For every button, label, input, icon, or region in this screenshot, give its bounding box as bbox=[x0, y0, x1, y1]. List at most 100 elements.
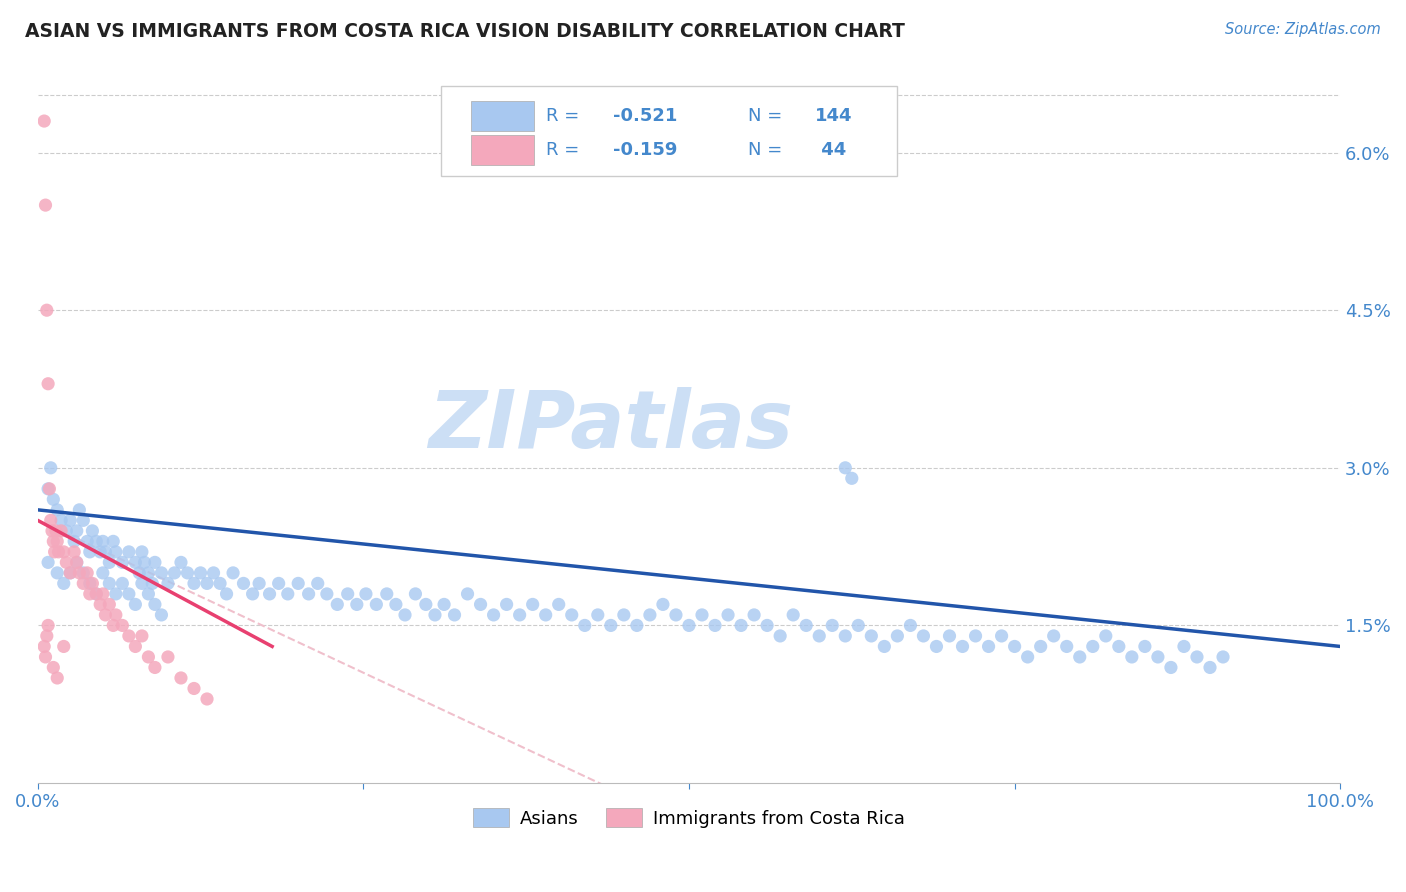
Text: ZIPatlas: ZIPatlas bbox=[429, 387, 793, 465]
Point bbox=[315, 587, 337, 601]
Point bbox=[48, 545, 70, 559]
Point bbox=[534, 607, 557, 622]
Point bbox=[32, 640, 55, 654]
Point bbox=[509, 607, 531, 622]
Point bbox=[1042, 629, 1064, 643]
Point bbox=[690, 607, 713, 622]
Point bbox=[134, 555, 156, 569]
Point bbox=[277, 587, 299, 601]
Text: -0.521: -0.521 bbox=[613, 107, 678, 125]
Point bbox=[32, 114, 55, 128]
Point bbox=[143, 660, 166, 674]
Point bbox=[131, 576, 153, 591]
Point bbox=[599, 618, 621, 632]
Point bbox=[118, 629, 141, 643]
Point bbox=[522, 598, 544, 612]
Bar bbox=[471, 135, 534, 165]
Point bbox=[52, 640, 75, 654]
Point bbox=[808, 629, 831, 643]
Point bbox=[433, 598, 456, 612]
Point bbox=[39, 460, 62, 475]
Point bbox=[613, 607, 636, 622]
Point bbox=[821, 618, 844, 632]
Point bbox=[103, 618, 125, 632]
Point bbox=[89, 545, 111, 559]
Point bbox=[84, 587, 107, 601]
Point bbox=[38, 482, 60, 496]
Point bbox=[651, 598, 673, 612]
Point bbox=[49, 513, 72, 527]
Point bbox=[131, 545, 153, 559]
Point bbox=[495, 598, 517, 612]
Point bbox=[111, 576, 134, 591]
Point bbox=[1185, 649, 1208, 664]
Point bbox=[45, 524, 67, 538]
Point bbox=[104, 587, 127, 601]
Point bbox=[37, 376, 59, 391]
Point bbox=[170, 671, 193, 685]
Point bbox=[1121, 649, 1143, 664]
Point bbox=[626, 618, 648, 632]
Point bbox=[1199, 660, 1222, 674]
Point bbox=[1069, 649, 1091, 664]
Point bbox=[925, 640, 948, 654]
Point bbox=[443, 607, 465, 622]
Point bbox=[42, 492, 65, 507]
Point bbox=[131, 629, 153, 643]
Point bbox=[215, 587, 238, 601]
Point bbox=[163, 566, 186, 580]
Point bbox=[91, 566, 114, 580]
Point bbox=[35, 629, 58, 643]
Point bbox=[195, 692, 218, 706]
Point bbox=[37, 618, 59, 632]
Point bbox=[242, 587, 264, 601]
Point bbox=[1094, 629, 1116, 643]
Point bbox=[202, 566, 225, 580]
Point bbox=[72, 513, 94, 527]
Point bbox=[782, 607, 804, 622]
Text: -0.159: -0.159 bbox=[613, 141, 678, 159]
Point bbox=[52, 545, 75, 559]
Point bbox=[124, 555, 146, 569]
Point bbox=[98, 576, 121, 591]
Point bbox=[98, 555, 121, 569]
Point bbox=[66, 555, 89, 569]
Point bbox=[156, 576, 179, 591]
Point bbox=[170, 555, 193, 569]
Point bbox=[52, 576, 75, 591]
Point bbox=[66, 524, 89, 538]
Point bbox=[195, 576, 218, 591]
Text: ASIAN VS IMMIGRANTS FROM COSTA RICA VISION DISABILITY CORRELATION CHART: ASIAN VS IMMIGRANTS FROM COSTA RICA VISI… bbox=[25, 22, 905, 41]
Point bbox=[482, 607, 505, 622]
Point bbox=[118, 587, 141, 601]
Point bbox=[287, 576, 309, 591]
Point bbox=[59, 566, 82, 580]
Legend: Asians, Immigrants from Costa Rica: Asians, Immigrants from Costa Rica bbox=[465, 801, 912, 835]
Point bbox=[72, 566, 94, 580]
Point bbox=[1147, 649, 1170, 664]
Text: R =: R = bbox=[546, 107, 585, 125]
Point bbox=[128, 566, 150, 580]
Point bbox=[183, 681, 205, 696]
Point bbox=[678, 618, 700, 632]
Point bbox=[586, 607, 609, 622]
Text: R =: R = bbox=[546, 141, 585, 159]
Point bbox=[46, 566, 69, 580]
Point bbox=[834, 460, 856, 475]
Point bbox=[46, 534, 69, 549]
Text: N =: N = bbox=[748, 107, 787, 125]
Point bbox=[900, 618, 922, 632]
Point bbox=[104, 545, 127, 559]
Point bbox=[561, 607, 583, 622]
Point bbox=[49, 524, 72, 538]
Point bbox=[37, 555, 59, 569]
Point bbox=[912, 629, 935, 643]
Point bbox=[977, 640, 1000, 654]
Point bbox=[79, 576, 101, 591]
Point bbox=[42, 660, 65, 674]
Point bbox=[84, 587, 107, 601]
Point bbox=[67, 566, 90, 580]
Point bbox=[457, 587, 479, 601]
Point bbox=[82, 576, 104, 591]
FancyBboxPatch shape bbox=[441, 87, 897, 176]
